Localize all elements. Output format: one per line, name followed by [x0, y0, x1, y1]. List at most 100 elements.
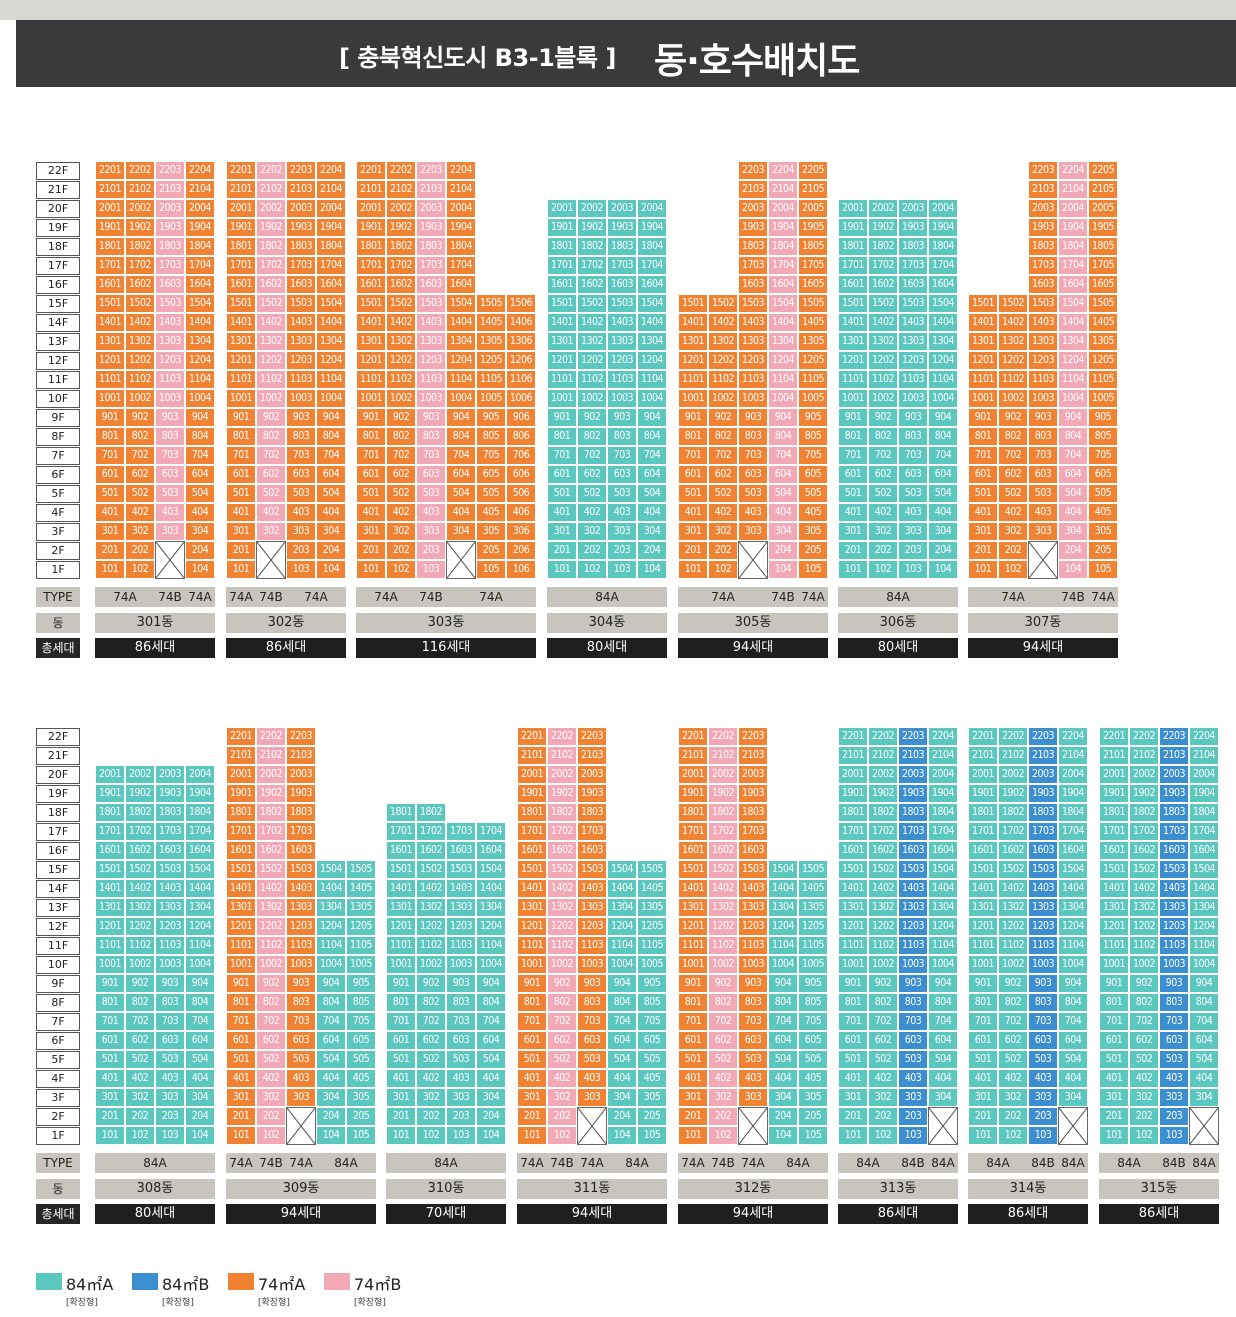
unit-cell[interactable]: 2003: [416, 199, 446, 218]
unit-cell[interactable]: 1904: [637, 218, 667, 237]
unit-cell[interactable]: 402: [547, 1069, 577, 1088]
unit-cell[interactable]: 401: [968, 1069, 998, 1088]
unit-cell[interactable]: 2004: [1058, 765, 1088, 784]
unit-cell[interactable]: 902: [998, 974, 1028, 993]
unit-cell[interactable]: 1004: [185, 955, 215, 974]
unit-cell[interactable]: 1005: [476, 389, 506, 408]
unit-cell[interactable]: 1004: [768, 955, 798, 974]
unit-cell[interactable]: 403: [1159, 1069, 1189, 1088]
unit-cell[interactable]: 1703: [286, 822, 316, 841]
unit-cell[interactable]: 1903: [738, 218, 768, 237]
unit-cell[interactable]: 1201: [95, 351, 125, 370]
unit-cell[interactable]: 1503: [155, 294, 185, 313]
unit-cell[interactable]: 1901: [95, 218, 125, 237]
unit-cell[interactable]: 302: [577, 522, 607, 541]
unit-cell[interactable]: 1401: [226, 313, 256, 332]
unit-cell[interactable]: 601: [547, 465, 577, 484]
unit-cell[interactable]: 601: [356, 465, 386, 484]
unit-cell[interactable]: 602: [125, 1031, 155, 1050]
unit-cell[interactable]: 1803: [286, 237, 316, 256]
unit-cell[interactable]: 1904: [1058, 784, 1088, 803]
unit-cell[interactable]: 204: [316, 1107, 346, 1126]
unit-cell[interactable]: 2103: [738, 746, 768, 765]
unit-cell[interactable]: 904: [316, 408, 346, 427]
unit-cell[interactable]: 1802: [125, 237, 155, 256]
unit-cell[interactable]: 1001: [517, 955, 547, 974]
unit-cell[interactable]: 602: [256, 1031, 286, 1050]
unit-cell[interactable]: 102: [998, 560, 1028, 579]
unit-cell[interactable]: 606: [506, 465, 536, 484]
unit-cell[interactable]: 404: [1189, 1069, 1219, 1088]
unit-cell[interactable]: 1502: [386, 294, 416, 313]
unit-cell[interactable]: 1703: [1159, 822, 1189, 841]
unit-cell[interactable]: 204: [476, 1107, 506, 1126]
unit-cell[interactable]: 1803: [898, 803, 928, 822]
unit-cell[interactable]: 1101: [968, 370, 998, 389]
unit-cell[interactable]: 302: [708, 522, 738, 541]
unit-cell[interactable]: 1803: [1028, 237, 1058, 256]
unit-cell[interactable]: 1305: [637, 898, 667, 917]
unit-cell[interactable]: 1201: [968, 917, 998, 936]
unit-cell[interactable]: 1404: [928, 879, 958, 898]
unit-cell[interactable]: 1101: [226, 936, 256, 955]
unit-cell[interactable]: 404: [637, 503, 667, 522]
unit-cell[interactable]: 1303: [446, 898, 476, 917]
unit-cell[interactable]: 1203: [416, 351, 446, 370]
unit-cell[interactable]: 704: [446, 446, 476, 465]
unit-cell[interactable]: 1203: [155, 351, 185, 370]
unit-cell[interactable]: 1501: [968, 860, 998, 879]
unit-cell[interactable]: 1703: [738, 256, 768, 275]
unit-cell[interactable]: 702: [577, 446, 607, 465]
unit-cell[interactable]: 504: [316, 484, 346, 503]
unit-cell[interactable]: 402: [708, 503, 738, 522]
unit-cell[interactable]: 602: [416, 1031, 446, 1050]
unit-cell[interactable]: 603: [738, 1031, 768, 1050]
unit-cell[interactable]: 304: [185, 522, 215, 541]
unit-cell[interactable]: 803: [1028, 427, 1058, 446]
unit-cell[interactable]: 903: [155, 974, 185, 993]
unit-cell[interactable]: 1004: [607, 955, 637, 974]
unit-cell[interactable]: 701: [517, 1012, 547, 1031]
unit-cell[interactable]: 904: [316, 974, 346, 993]
unit-cell[interactable]: 1102: [998, 370, 1028, 389]
unit-cell[interactable]: 1801: [838, 237, 868, 256]
unit-cell[interactable]: 202: [1129, 1107, 1159, 1126]
unit-cell[interactable]: 1303: [738, 898, 768, 917]
unit-cell[interactable]: 405: [1088, 503, 1118, 522]
unit-cell[interactable]: 1003: [416, 389, 446, 408]
unit-cell[interactable]: 1701: [95, 256, 125, 275]
unit-cell[interactable]: 1201: [838, 351, 868, 370]
unit-cell[interactable]: 204: [316, 541, 346, 560]
unit-cell[interactable]: 102: [868, 1126, 898, 1145]
unit-cell[interactable]: 901: [968, 974, 998, 993]
unit-cell[interactable]: 205: [1088, 541, 1118, 560]
unit-cell[interactable]: 2004: [1058, 199, 1088, 218]
unit-cell[interactable]: 1302: [547, 898, 577, 917]
unit-cell[interactable]: 1203: [286, 917, 316, 936]
unit-cell[interactable]: 1004: [316, 389, 346, 408]
unit-cell[interactable]: 1702: [868, 256, 898, 275]
unit-cell[interactable]: 2203: [738, 727, 768, 746]
unit-cell[interactable]: 2002: [577, 199, 607, 218]
unit-cell[interactable]: 2001: [838, 199, 868, 218]
unit-cell[interactable]: 702: [708, 1012, 738, 1031]
unit-cell[interactable]: 1602: [416, 841, 446, 860]
unit-cell[interactable]: 1403: [446, 879, 476, 898]
unit-cell[interactable]: 802: [998, 993, 1028, 1012]
unit-cell[interactable]: 2003: [286, 199, 316, 218]
unit-cell[interactable]: 801: [226, 993, 256, 1012]
unit-cell[interactable]: 1601: [547, 275, 577, 294]
unit-cell[interactable]: 903: [898, 974, 928, 993]
unit-cell[interactable]: 1506: [506, 294, 536, 313]
unit-cell[interactable]: 602: [998, 1031, 1028, 1050]
unit-cell[interactable]: 1004: [316, 955, 346, 974]
unit-cell[interactable]: 104: [768, 560, 798, 579]
unit-cell[interactable]: 704: [1058, 446, 1088, 465]
unit-cell[interactable]: 1603: [738, 841, 768, 860]
unit-cell[interactable]: 1901: [968, 784, 998, 803]
unit-cell[interactable]: 803: [155, 993, 185, 1012]
unit-cell[interactable]: 201: [968, 1107, 998, 1126]
unit-cell[interactable]: 604: [928, 465, 958, 484]
unit-cell[interactable]: 2203: [577, 727, 607, 746]
unit-cell[interactable]: 1702: [416, 822, 446, 841]
